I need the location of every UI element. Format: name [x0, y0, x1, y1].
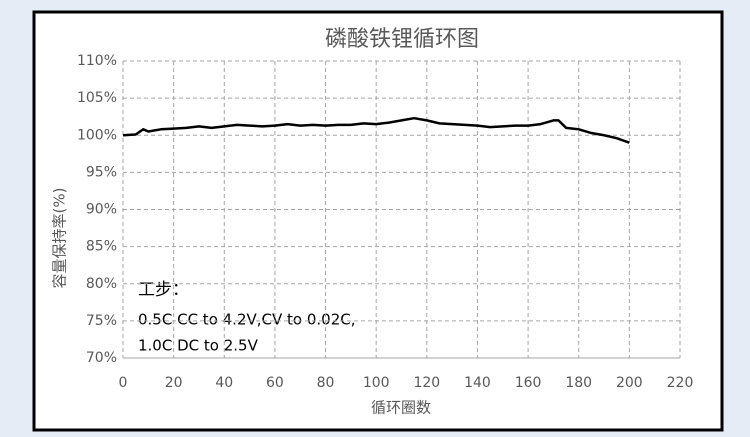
- data-line: [122, 116, 630, 144]
- y-tick-label: 95%: [86, 164, 117, 180]
- annotation: 0.5C CC to 4.2V,CV to 0.02C,: [138, 311, 356, 329]
- x-tick-label: 20: [165, 375, 183, 391]
- x-tick-label: 160: [515, 375, 542, 391]
- y-tick-label: 100%: [77, 127, 117, 143]
- x-axis-label: 循环圈数: [371, 399, 431, 417]
- y-tick-label: 75%: [86, 313, 117, 329]
- y-tick-label: 80%: [86, 276, 117, 292]
- annotation: 工步：: [138, 280, 189, 300]
- y-tick-label: 85%: [86, 239, 117, 255]
- x-tick-label: 180: [565, 375, 592, 391]
- x-tick-label: 100: [363, 375, 390, 391]
- x-tick-label: 40: [215, 375, 233, 391]
- y-tick-label: 70%: [86, 350, 117, 366]
- x-tick-label: 60: [266, 375, 284, 391]
- y-tick-label: 105%: [77, 90, 117, 106]
- x-tick-label: 80: [317, 375, 335, 391]
- x-tick-label: 0: [119, 375, 128, 391]
- annotation: 1.0C DC to 2.5V: [138, 337, 259, 355]
- y-tick-label: 90%: [86, 202, 117, 218]
- y-axis-label: 容量保持率(%): [51, 188, 69, 289]
- y-tick-label: 110%: [77, 53, 117, 69]
- x-tick-label: 120: [413, 375, 440, 391]
- chart-title: 磷酸铁锂循环图: [325, 27, 479, 52]
- x-tick-label: 200: [616, 375, 643, 391]
- chart-frame: [32, 10, 724, 432]
- x-tick-label: 140: [464, 375, 491, 391]
- x-tick-label: 220: [667, 375, 694, 391]
